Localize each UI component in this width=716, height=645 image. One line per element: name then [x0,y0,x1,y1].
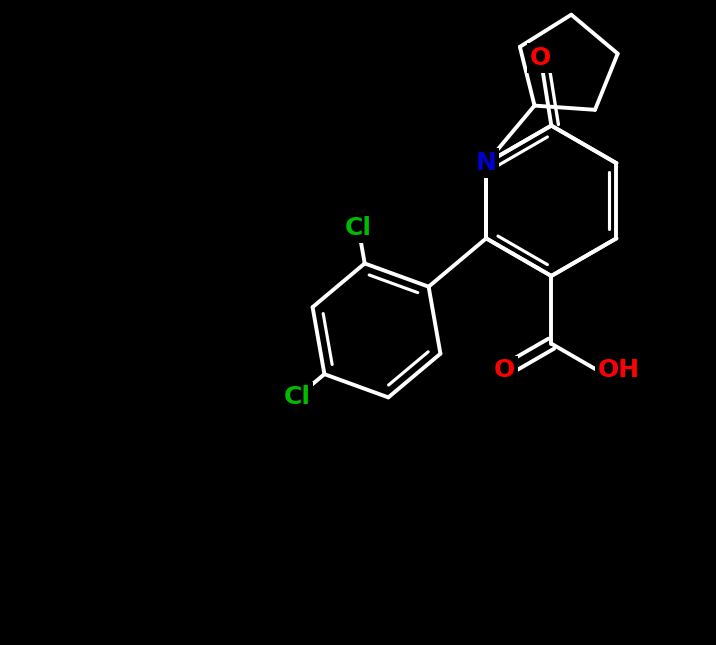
Text: Cl: Cl [345,216,372,240]
Text: Cl: Cl [284,385,311,409]
Text: O: O [494,359,516,382]
Text: OH: OH [599,359,640,382]
Text: O: O [530,46,551,70]
Text: N: N [475,151,497,175]
